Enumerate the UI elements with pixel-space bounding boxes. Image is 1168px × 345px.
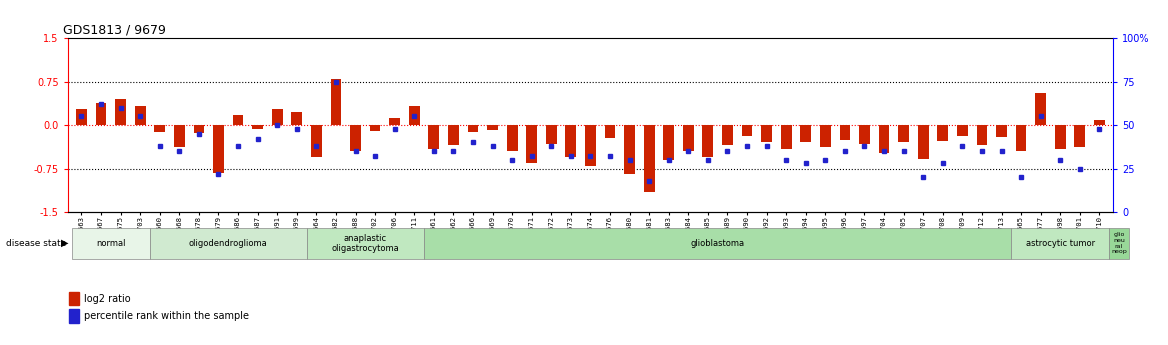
Bar <box>291 112 303 125</box>
FancyBboxPatch shape <box>1110 228 1128 259</box>
Bar <box>762 125 772 142</box>
Bar <box>116 99 126 125</box>
Bar <box>860 125 870 144</box>
FancyBboxPatch shape <box>1011 228 1110 259</box>
Bar <box>624 125 635 175</box>
FancyBboxPatch shape <box>150 228 306 259</box>
Bar <box>820 125 830 147</box>
Bar <box>467 125 479 132</box>
Bar <box>213 125 224 173</box>
Text: GDS1813 / 9679: GDS1813 / 9679 <box>63 24 166 37</box>
Bar <box>487 125 498 130</box>
Text: disease state: disease state <box>6 239 67 248</box>
Bar <box>76 109 86 125</box>
Bar <box>780 125 792 149</box>
Bar <box>331 79 341 125</box>
Bar <box>1016 125 1027 151</box>
Bar <box>644 125 654 192</box>
Bar <box>878 125 890 153</box>
Bar <box>1035 93 1047 125</box>
Bar <box>898 125 909 142</box>
Bar <box>409 107 419 125</box>
Text: normal: normal <box>96 239 126 248</box>
Bar <box>722 125 732 145</box>
Bar <box>507 125 517 151</box>
Bar <box>800 125 811 142</box>
Text: glioblastoma: glioblastoma <box>690 239 745 248</box>
Bar <box>174 125 185 147</box>
Bar <box>389 118 401 125</box>
Bar <box>527 125 537 163</box>
Bar <box>663 125 674 160</box>
Bar <box>232 115 243 125</box>
Text: anaplastic
oligastrocytoma: anaplastic oligastrocytoma <box>332 234 399 253</box>
FancyBboxPatch shape <box>71 228 150 259</box>
Bar <box>96 103 106 125</box>
Text: log2 ratio: log2 ratio <box>84 294 131 304</box>
Bar <box>252 125 263 129</box>
Bar <box>1094 120 1105 125</box>
Bar <box>996 125 1007 137</box>
Bar <box>545 125 557 144</box>
Bar <box>840 125 850 140</box>
Text: oligodendroglioma: oligodendroglioma <box>189 239 267 248</box>
Bar <box>976 125 987 145</box>
Bar <box>585 125 596 166</box>
Bar <box>683 125 694 151</box>
Text: glio
neu
ral
neop: glio neu ral neop <box>1111 232 1127 254</box>
Bar <box>957 125 968 136</box>
Text: ▶: ▶ <box>61 238 68 248</box>
Bar <box>742 125 752 136</box>
FancyBboxPatch shape <box>424 228 1011 259</box>
Bar <box>370 125 381 131</box>
Bar <box>69 309 78 323</box>
Bar <box>272 109 283 125</box>
Bar <box>154 125 165 132</box>
Bar <box>918 125 929 159</box>
Bar <box>350 125 361 151</box>
Bar <box>938 125 948 141</box>
Bar <box>194 125 204 133</box>
Bar <box>1055 125 1065 149</box>
Bar <box>69 292 78 305</box>
Bar <box>429 125 439 149</box>
Bar <box>1075 125 1085 147</box>
Bar <box>702 125 714 157</box>
FancyBboxPatch shape <box>306 228 424 259</box>
Bar <box>134 107 146 125</box>
Bar <box>449 125 459 145</box>
Text: percentile rank within the sample: percentile rank within the sample <box>84 311 249 321</box>
Bar <box>311 125 321 157</box>
Bar <box>605 125 616 138</box>
Bar <box>565 125 576 157</box>
Text: astrocytic tumor: astrocytic tumor <box>1026 239 1094 248</box>
